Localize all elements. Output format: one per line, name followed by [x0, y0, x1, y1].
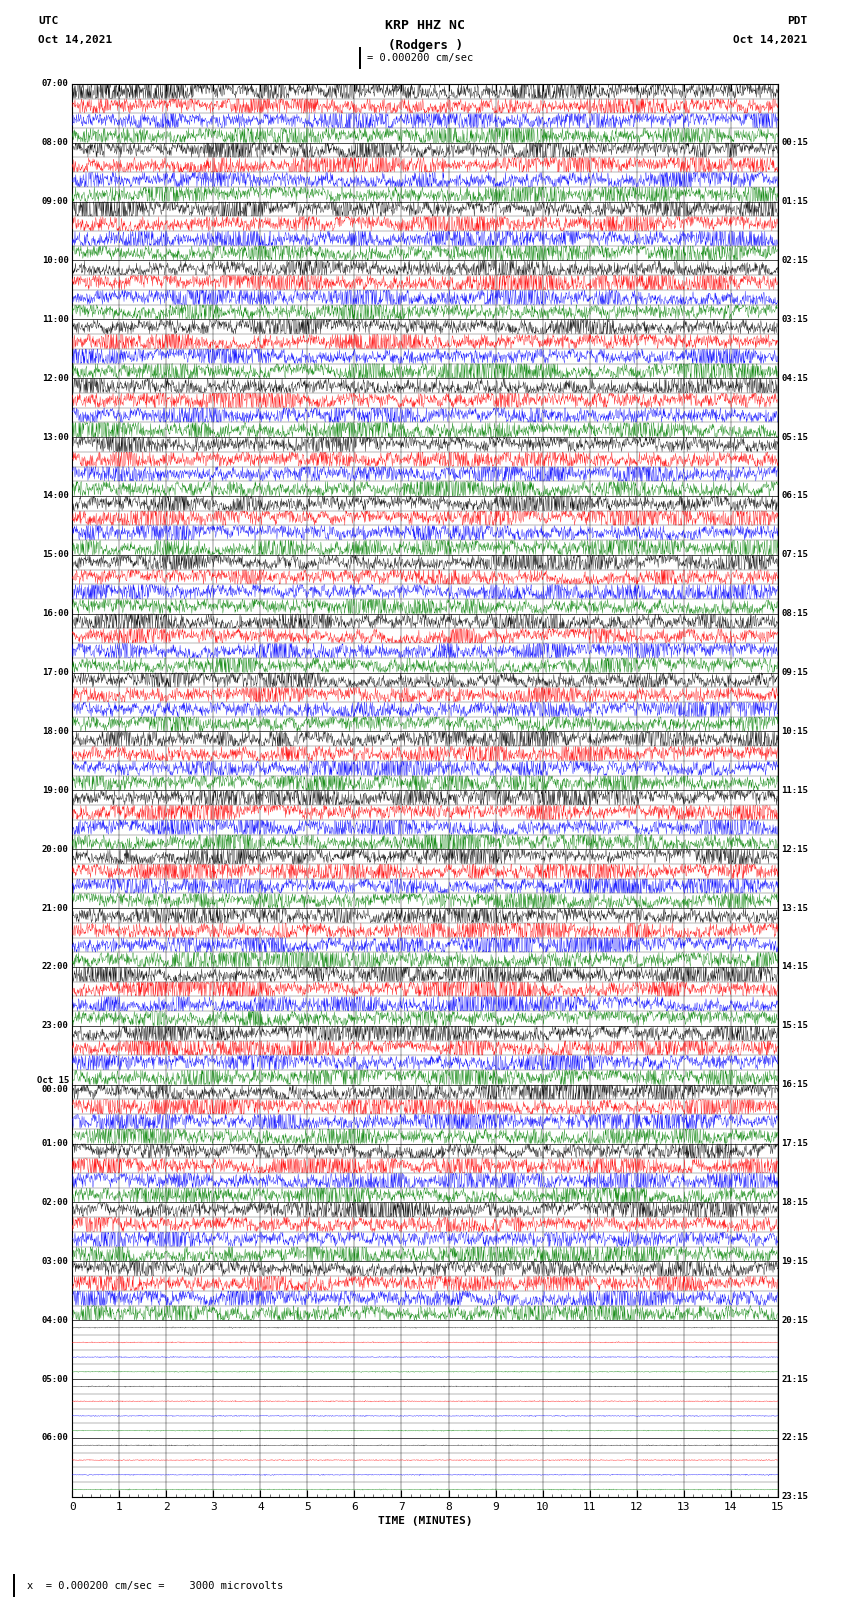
Text: 21:00: 21:00 [42, 903, 69, 913]
Text: 00:00: 00:00 [42, 1084, 69, 1094]
Text: 06:15: 06:15 [781, 492, 808, 500]
Text: 05:00: 05:00 [42, 1374, 69, 1384]
Text: 13:15: 13:15 [781, 903, 808, 913]
Text: 06:00: 06:00 [42, 1434, 69, 1442]
Text: 22:00: 22:00 [42, 963, 69, 971]
Text: 23:15: 23:15 [781, 1492, 808, 1502]
Text: 20:15: 20:15 [781, 1316, 808, 1324]
Text: 13:00: 13:00 [42, 432, 69, 442]
Text: PDT: PDT [787, 16, 808, 26]
Text: 07:00: 07:00 [42, 79, 69, 89]
Text: 15:00: 15:00 [42, 550, 69, 560]
Text: 22:15: 22:15 [781, 1434, 808, 1442]
Text: Oct 14,2021: Oct 14,2021 [38, 35, 112, 45]
Text: 14:00: 14:00 [42, 492, 69, 500]
Text: 04:15: 04:15 [781, 374, 808, 382]
Text: 09:00: 09:00 [42, 197, 69, 206]
Text: 04:00: 04:00 [42, 1316, 69, 1324]
Text: 07:15: 07:15 [781, 550, 808, 560]
Text: 18:00: 18:00 [42, 727, 69, 736]
Text: x  = 0.000200 cm/sec =    3000 microvolts: x = 0.000200 cm/sec = 3000 microvolts [27, 1581, 283, 1590]
Text: 01:15: 01:15 [781, 197, 808, 206]
Text: 03:15: 03:15 [781, 315, 808, 324]
Text: 17:15: 17:15 [781, 1139, 808, 1148]
Text: 03:00: 03:00 [42, 1257, 69, 1266]
Text: 05:15: 05:15 [781, 432, 808, 442]
Text: 09:15: 09:15 [781, 668, 808, 677]
Text: 08:00: 08:00 [42, 139, 69, 147]
Text: 17:00: 17:00 [42, 668, 69, 677]
Text: 02:00: 02:00 [42, 1198, 69, 1207]
Text: 01:00: 01:00 [42, 1139, 69, 1148]
Text: Oct 15: Oct 15 [37, 1076, 69, 1084]
Text: 14:15: 14:15 [781, 963, 808, 971]
Text: 12:15: 12:15 [781, 845, 808, 853]
Text: 11:00: 11:00 [42, 315, 69, 324]
Text: 02:15: 02:15 [781, 256, 808, 265]
Text: 10:15: 10:15 [781, 727, 808, 736]
Text: 23:00: 23:00 [42, 1021, 69, 1031]
Text: = 0.000200 cm/sec: = 0.000200 cm/sec [367, 53, 473, 63]
Text: 08:15: 08:15 [781, 610, 808, 618]
Text: 12:00: 12:00 [42, 374, 69, 382]
Text: KRP HHZ NC: KRP HHZ NC [385, 19, 465, 32]
Text: 10:00: 10:00 [42, 256, 69, 265]
Text: 16:15: 16:15 [781, 1081, 808, 1089]
X-axis label: TIME (MINUTES): TIME (MINUTES) [377, 1516, 473, 1526]
Text: 15:15: 15:15 [781, 1021, 808, 1031]
Text: 19:15: 19:15 [781, 1257, 808, 1266]
Text: 16:00: 16:00 [42, 610, 69, 618]
Text: 00:15: 00:15 [781, 139, 808, 147]
Text: 19:00: 19:00 [42, 786, 69, 795]
Text: 20:00: 20:00 [42, 845, 69, 853]
Text: Oct 14,2021: Oct 14,2021 [734, 35, 807, 45]
Text: (Rodgers ): (Rodgers ) [388, 39, 462, 52]
Text: UTC: UTC [38, 16, 59, 26]
Text: 18:15: 18:15 [781, 1198, 808, 1207]
Text: 11:15: 11:15 [781, 786, 808, 795]
Text: 21:15: 21:15 [781, 1374, 808, 1384]
